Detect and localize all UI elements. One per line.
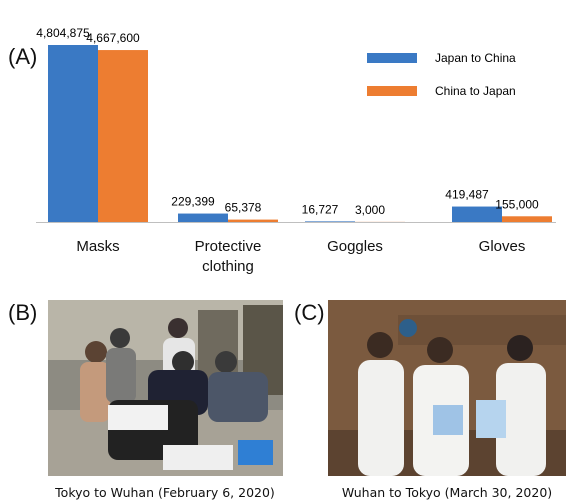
x-tick-label: Masks bbox=[76, 238, 120, 255]
panel-label: (A) bbox=[8, 44, 38, 69]
caption: Tokyo to Wuhan (February 6, 2020) bbox=[55, 485, 275, 500]
x-tick-label: Goggles bbox=[327, 238, 383, 255]
value-label: 65,378 bbox=[225, 201, 262, 215]
x-tick-label: Gloves bbox=[478, 238, 526, 255]
bar-chart: 4,804,875 229,399 16,727 419,487 Japan to Ch… bbox=[36, 26, 556, 223]
x-tick-label: Protective clothing bbox=[194, 238, 262, 275]
value-label: 3,000 bbox=[355, 203, 385, 217]
legend-swatch bbox=[367, 86, 417, 96]
bar bbox=[452, 206, 502, 222]
value-label: 419,487 bbox=[445, 188, 489, 202]
bar bbox=[502, 216, 552, 222]
value-label: 229,399 bbox=[171, 195, 215, 209]
caption: Wuhan to Tokyo (March 30, 2020) bbox=[341, 485, 553, 500]
bar bbox=[178, 213, 228, 222]
bar bbox=[98, 50, 148, 222]
photo bbox=[328, 300, 566, 476]
value-label: 4,804,875 bbox=[36, 26, 90, 40]
value-label: 4,667,600 bbox=[86, 31, 140, 45]
bar bbox=[228, 219, 278, 222]
value-label: 16,727 bbox=[302, 202, 339, 216]
bar bbox=[305, 221, 355, 222]
legend-label: China to Japan bbox=[435, 84, 516, 98]
photo bbox=[48, 300, 283, 476]
value-label: 155,000 bbox=[495, 197, 539, 211]
legend-swatch bbox=[367, 53, 417, 63]
panel-label: (C) bbox=[294, 300, 325, 325]
bar bbox=[48, 45, 98, 222]
panel-label: (B) bbox=[8, 300, 38, 325]
legend-label: Japan to China bbox=[435, 51, 516, 65]
